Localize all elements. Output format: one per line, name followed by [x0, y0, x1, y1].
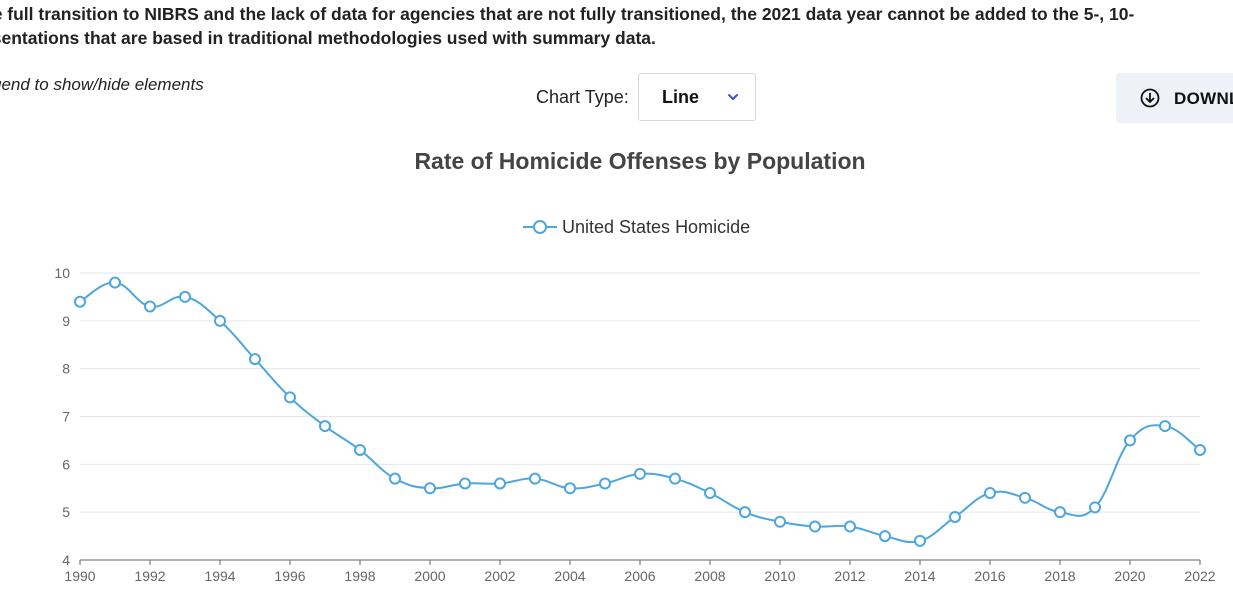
- download-button[interactable]: DOWNL: [1116, 73, 1233, 123]
- x-tick-label: 2000: [414, 568, 445, 584]
- data-point: [1019, 491, 1031, 504]
- data-point: [669, 472, 681, 485]
- chart-type-select[interactable]: Line: [638, 73, 756, 121]
- y-tick-label: 8: [62, 361, 70, 377]
- axis-layer: 4 5 6 7 8 9 10 1990 1992 1994 1996 1998 2000 2002 2004…: [54, 265, 1215, 584]
- data-point: [704, 487, 716, 500]
- legend-label: United States Homicide: [562, 217, 750, 237]
- x-tick-label: 1990: [64, 568, 95, 584]
- x-tick-label: 2022: [1184, 568, 1215, 584]
- data-point: [214, 314, 226, 327]
- notice-line-1: he full transition to NIBRS and the lack…: [0, 4, 1135, 24]
- data-point: [914, 534, 926, 547]
- x-tick-label: 1992: [134, 568, 165, 584]
- y-tick-label: 9: [62, 313, 70, 329]
- series-line: [79, 281, 1201, 544]
- data-point: [634, 467, 646, 480]
- data-point: [424, 482, 436, 495]
- data-point: [984, 487, 996, 500]
- data-point: [319, 420, 331, 433]
- data-point: [949, 510, 961, 523]
- methodology-notice: he full transition to NIBRS and the lack…: [0, 2, 1134, 50]
- legend[interactable]: United States Homicide: [523, 217, 750, 237]
- y-tick-label: 6: [62, 456, 70, 472]
- data-point: [844, 520, 856, 533]
- data-point: [529, 472, 541, 485]
- data-point: [389, 472, 401, 485]
- series-layer: [74, 276, 1206, 547]
- data-point: [879, 530, 891, 543]
- data-point: [354, 443, 366, 456]
- data-point: [249, 353, 261, 366]
- x-tick-label: 2016: [974, 568, 1005, 584]
- data-point: [1089, 501, 1101, 514]
- data-point: [284, 391, 296, 404]
- x-tick-label: 2006: [624, 568, 655, 584]
- x-tick-label: 1996: [274, 568, 305, 584]
- download-label: DOWNL: [1174, 89, 1233, 108]
- x-tick-label: 2010: [764, 568, 795, 584]
- x-tick-label: 1998: [344, 568, 375, 584]
- grid-layer: [80, 272, 1200, 513]
- data-point: [1124, 434, 1136, 447]
- data-point: [144, 300, 156, 313]
- data-point: [1194, 443, 1206, 456]
- y-tick-label: 5: [62, 504, 70, 520]
- data-point: [1054, 506, 1066, 519]
- y-tick-label: 10: [54, 265, 70, 281]
- legend-hint: gend to show/hide elements: [0, 75, 204, 94]
- x-tick-label: 2014: [904, 568, 935, 584]
- x-tick-label: 2004: [554, 568, 585, 584]
- y-tick-label: 7: [62, 409, 70, 425]
- notice-line-2: esentations that are based in traditiona…: [0, 28, 656, 48]
- data-point: [459, 477, 471, 490]
- data-point: [599, 477, 611, 490]
- chevron-down-icon: [728, 94, 738, 100]
- download-circle-icon: [1140, 88, 1160, 108]
- x-tick-label: 2008: [694, 568, 725, 584]
- data-point: [74, 295, 86, 308]
- data-point: [739, 506, 751, 519]
- y-tick-label: 4: [62, 552, 70, 568]
- data-point: [494, 477, 506, 490]
- chart-title: Rate of Homicide Offenses by Population: [414, 148, 866, 174]
- data-point: [809, 520, 821, 533]
- data-point: [109, 276, 121, 289]
- legend-marker: [533, 220, 547, 234]
- data-point: [564, 482, 576, 495]
- x-tick-label: 2002: [484, 568, 515, 584]
- data-point: [1159, 420, 1171, 433]
- x-tick-label: 2018: [1044, 568, 1075, 584]
- data-point: [179, 290, 191, 303]
- x-tick-label: 2012: [834, 568, 865, 584]
- x-tick-label: 2020: [1114, 568, 1145, 584]
- x-tick-label: 1994: [204, 568, 235, 584]
- chart-type-value: Line: [662, 87, 700, 107]
- data-point: [774, 515, 786, 528]
- chart-type-label: Chart Type:: [536, 87, 629, 107]
